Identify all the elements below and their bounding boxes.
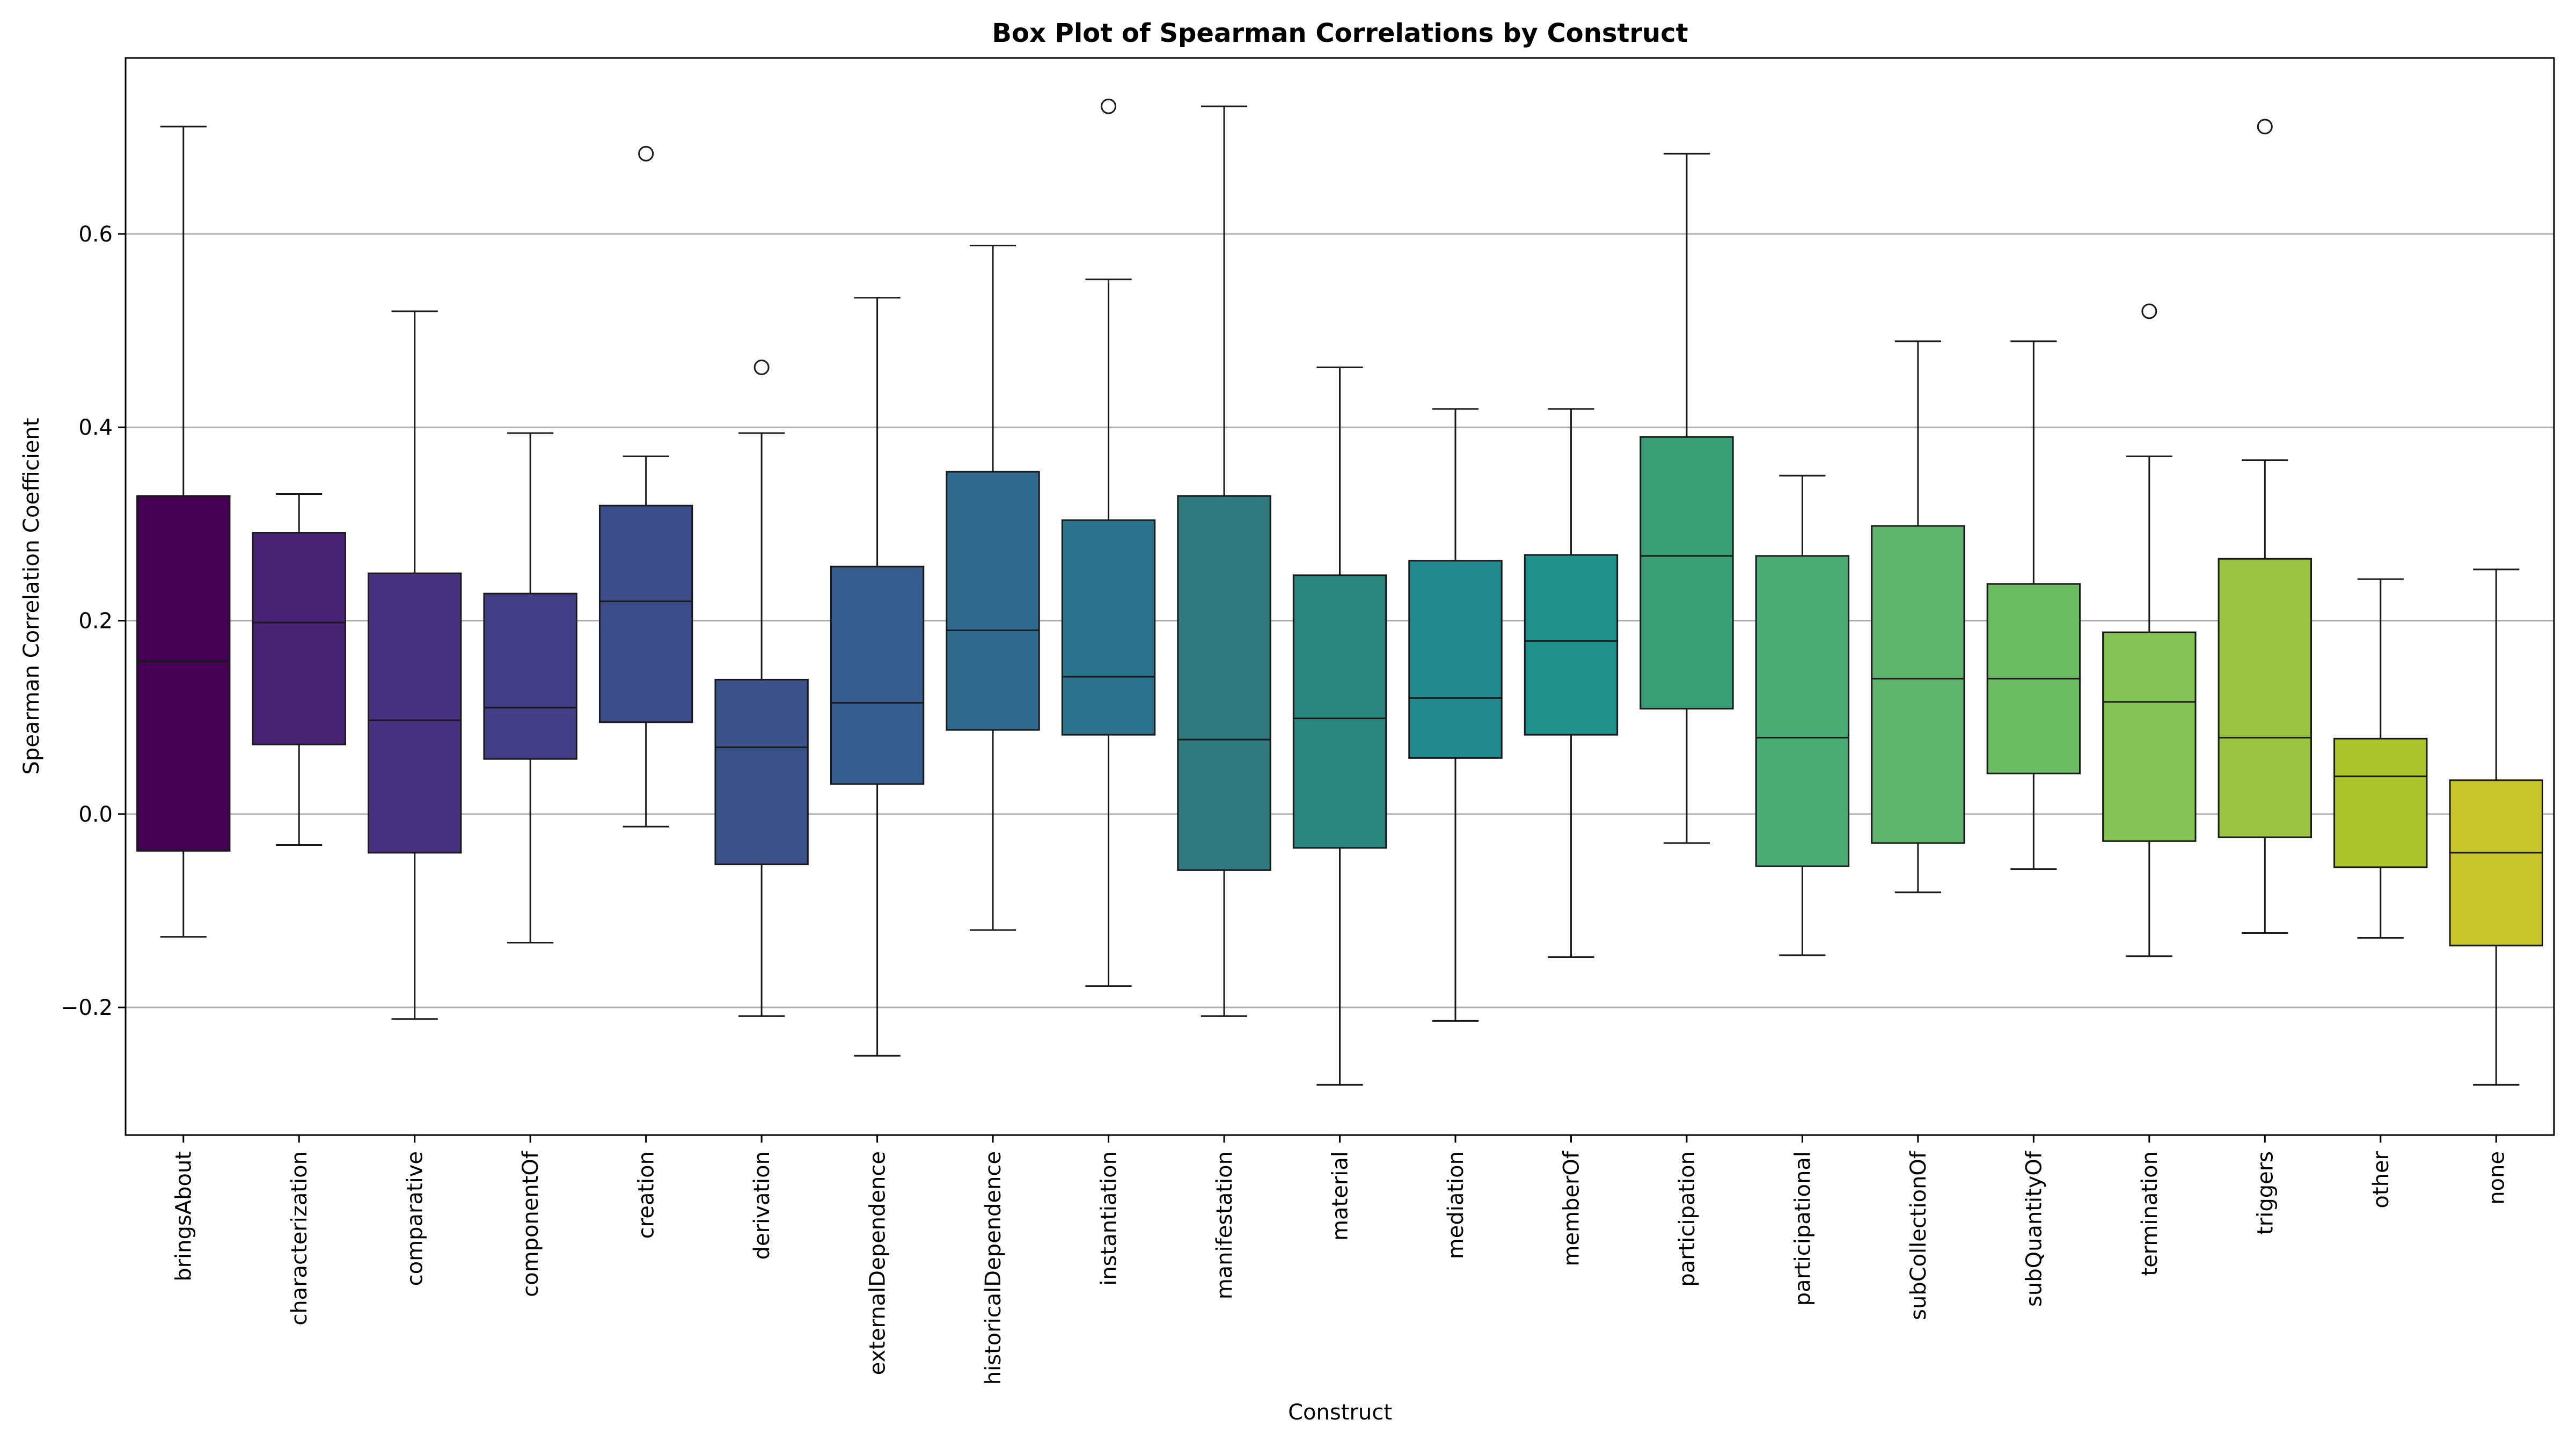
x-tick-label: subQuantityOf bbox=[2022, 1151, 2046, 1307]
x-tick-label: comparative bbox=[403, 1151, 428, 1286]
iqr-box bbox=[136, 495, 231, 852]
box-instantiation bbox=[1061, 98, 1156, 987]
x-tick-label: triggers bbox=[2253, 1151, 2278, 1235]
x-tick-label: termination bbox=[2138, 1151, 2162, 1276]
x-tick-label: historicalDependence bbox=[981, 1151, 1006, 1385]
iqr-box bbox=[2449, 779, 2543, 947]
x-tick-label: characterization bbox=[287, 1151, 312, 1326]
iqr-box bbox=[1408, 560, 1503, 759]
box-participational bbox=[1755, 474, 1850, 956]
iqr-box bbox=[830, 566, 925, 785]
outlier-point bbox=[753, 360, 770, 376]
x-tick-label: other bbox=[2369, 1151, 2394, 1208]
iqr-box bbox=[2218, 558, 2312, 838]
iqr-box bbox=[1871, 525, 1965, 844]
y-tick-label: 0.6 bbox=[78, 222, 113, 247]
x-axis-label: Construct bbox=[1288, 1400, 1392, 1425]
iqr-box bbox=[1292, 574, 1387, 849]
box-mediation bbox=[1408, 408, 1503, 1022]
x-tick-label: instantiation bbox=[1097, 1151, 1122, 1286]
box-derivation bbox=[714, 360, 809, 1017]
x-tick-label: memberOf bbox=[1559, 1151, 1584, 1266]
iqr-box bbox=[1755, 555, 1850, 867]
box-subCollectionOf bbox=[1871, 340, 1965, 894]
y-tick-label: 0.4 bbox=[78, 415, 113, 440]
iqr-box bbox=[2102, 631, 2197, 842]
iqr-box bbox=[1640, 436, 1734, 709]
x-tick-label: externalDependence bbox=[866, 1151, 890, 1375]
x-tick-label: bringsAbout bbox=[172, 1151, 196, 1282]
x-tick-label: participation bbox=[1675, 1151, 1700, 1287]
iqr-box bbox=[714, 678, 809, 866]
box-memberOf bbox=[1524, 408, 1619, 958]
box-componentOf bbox=[483, 432, 577, 943]
y-tick-label: −0.2 bbox=[61, 996, 113, 1020]
plot-layer bbox=[136, 98, 2543, 1086]
box-characterization bbox=[252, 493, 346, 846]
x-tick-label: componentOf bbox=[518, 1151, 543, 1297]
box-bringsAbout bbox=[136, 126, 231, 938]
x-axis-ticks: bringsAbout characterization comparative co… bbox=[172, 1135, 2509, 1385]
x-tick-label: participational bbox=[1790, 1151, 1815, 1306]
iqr-box bbox=[2333, 737, 2428, 868]
box-material bbox=[1292, 367, 1387, 1086]
box-externalDependence bbox=[830, 297, 925, 1057]
box-historicalDependence bbox=[946, 245, 1040, 931]
y-axis-ticks: −0.2 0.0 0.2 0.4 0.6 bbox=[61, 222, 126, 1020]
box-none bbox=[2449, 568, 2543, 1086]
x-tick-label: material bbox=[1328, 1151, 1353, 1241]
box-comparative bbox=[368, 310, 462, 1020]
iqr-box bbox=[252, 532, 346, 745]
iqr-box bbox=[1177, 495, 1271, 871]
box-creation bbox=[598, 145, 693, 828]
iqr-box bbox=[946, 471, 1040, 731]
iqr-box bbox=[598, 504, 693, 723]
iqr-box bbox=[368, 572, 462, 854]
chart-title: Box Plot of Spearman Correlations by Con… bbox=[992, 18, 1688, 48]
box-manifestation bbox=[1177, 105, 1271, 1017]
x-tick-label: mediation bbox=[1444, 1151, 1468, 1259]
outlier-point bbox=[1101, 98, 1117, 114]
x-tick-label: subCollectionOf bbox=[1906, 1151, 1931, 1320]
box-subQuantityOf bbox=[1986, 340, 2081, 870]
iqr-box bbox=[483, 592, 577, 760]
box-termination bbox=[2102, 303, 2197, 957]
x-tick-label: derivation bbox=[750, 1151, 774, 1260]
y-axis-label: Spearman Correlation Coefficient bbox=[19, 418, 44, 775]
outlier-point bbox=[2141, 303, 2157, 319]
x-tick-label: creation bbox=[634, 1151, 659, 1239]
box-other bbox=[2333, 578, 2428, 939]
box-participation bbox=[1640, 152, 1734, 844]
iqr-box bbox=[1061, 519, 1156, 736]
x-tick-label: manifestation bbox=[1212, 1151, 1237, 1299]
x-tick-label: none bbox=[2484, 1151, 2509, 1205]
box-triggers bbox=[2218, 119, 2312, 934]
outlier-point bbox=[2257, 119, 2273, 135]
iqr-box bbox=[1524, 554, 1619, 736]
y-tick-label: 0.0 bbox=[78, 802, 113, 827]
y-tick-label: 0.2 bbox=[78, 609, 113, 634]
outlier-point bbox=[638, 145, 654, 162]
